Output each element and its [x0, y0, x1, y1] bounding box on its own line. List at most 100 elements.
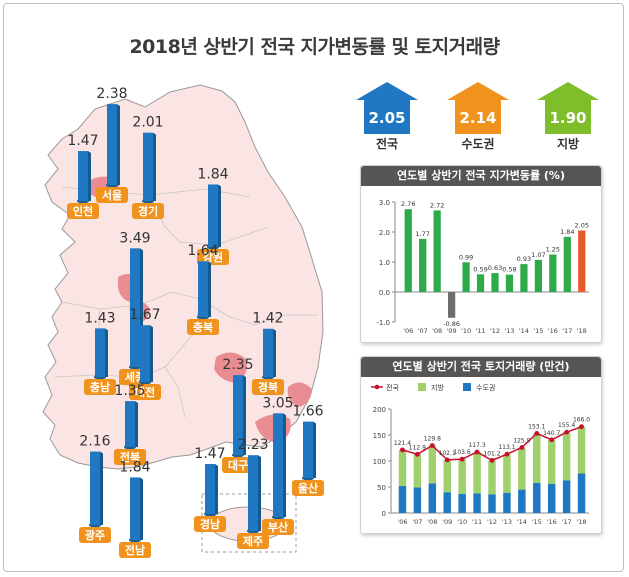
region-label-box [237, 533, 269, 549]
x-tick-label: '18 [577, 518, 587, 526]
data-label: 113.1 [498, 444, 515, 451]
data-label: -0.86 [443, 320, 460, 328]
korea-map: 1.47인천2.38서울2.01경기1.84강원1.64충북3.49세종1.43… [42, 84, 324, 558]
bar-segment [533, 433, 541, 483]
region-name: 경남 [200, 517, 220, 531]
data-label: 125.9 [513, 438, 530, 445]
bar-segment [443, 459, 451, 493]
region-name: 충북 [193, 320, 213, 334]
region-13: 2.16 광주 [79, 434, 111, 543]
y-tick-label: 3.0 [379, 199, 390, 207]
x-tick-label: '08 [432, 327, 442, 335]
region-name: 경북 [258, 380, 278, 394]
data-label: 2.72 [430, 201, 444, 209]
region-value: 1.84 [197, 166, 228, 182]
x-tick-label: '15 [532, 518, 542, 526]
region-9: 1.42 경북 [252, 311, 284, 395]
data-label: 0.99 [459, 253, 473, 261]
region-bar [130, 477, 140, 540]
x-tick-label: '12 [490, 327, 500, 335]
region-bar-side [105, 328, 108, 377]
region-value: 1.67 [129, 307, 160, 323]
x-tick-label: '08 [427, 518, 437, 526]
bar-segment [398, 449, 407, 486]
x-tick-label: '10 [457, 518, 467, 526]
up-arrow-icon [447, 82, 509, 134]
region-name: 울산 [298, 481, 318, 495]
transaction-chart: 전국 지방 수도권 200 150 100 50 0 '06 '07 '08 '09 '10 '11 '12… [371, 383, 590, 526]
region-bar [107, 104, 117, 185]
data-label: 1.84 [560, 228, 574, 236]
legend-swatch [463, 383, 471, 391]
total-point [549, 437, 555, 443]
region-label-box [222, 457, 254, 473]
region-bar-side [153, 132, 156, 201]
data-label: 0.93 [517, 255, 531, 263]
bar [549, 254, 557, 292]
region-bar [263, 328, 273, 377]
region-2: 2.38 서울 [96, 86, 128, 203]
summary-capital-value: 2.14 [459, 109, 497, 127]
region-8: 1.67 대전 [129, 307, 161, 400]
region-value: 2.16 [79, 434, 110, 450]
region-label-box [187, 319, 219, 335]
region-14: 1.84 전남 [119, 459, 151, 558]
data-label: 2.76 [401, 200, 415, 208]
region-name: 인천 [73, 204, 93, 218]
bar-segment [533, 482, 541, 513]
bar-segment [458, 459, 466, 494]
region-label-box [114, 449, 146, 465]
total-point [534, 430, 540, 436]
page-title: 2018년 상반기 전국 지가변동률 및 토지거래량 [129, 36, 500, 58]
bar-segment [488, 460, 496, 495]
total-point [429, 443, 435, 448]
region-value: 1.43 [84, 310, 115, 326]
bar [419, 238, 427, 292]
bar [462, 262, 470, 292]
region-name: 대전 [135, 385, 155, 399]
y-tick-label: 50 [377, 484, 386, 492]
summary-regional-label: 지방 [556, 137, 580, 151]
y-tick-label: 0.0 [379, 289, 390, 297]
region-1: 1.47 인천 [67, 133, 99, 219]
total-point [400, 447, 405, 453]
region-name: 강원 [203, 250, 223, 264]
bar-segment [428, 483, 437, 513]
province-boundary [164, 298, 201, 368]
summary-national-label: 전국 [375, 137, 399, 151]
bar-segment [562, 432, 571, 481]
bar [476, 274, 485, 292]
total-point [414, 451, 420, 457]
region-bar [303, 421, 313, 478]
x-tick-label: '17 [562, 327, 572, 335]
x-tick-label: '14 [517, 518, 527, 526]
y-tick-label: 150 [373, 432, 386, 440]
data-label: 0.58 [502, 266, 516, 274]
x-tick-label: '09 [447, 327, 457, 335]
data-label: 2.05 [575, 222, 589, 230]
region-value: 1.47 [194, 446, 225, 462]
bar-segment [413, 487, 422, 513]
region-value: 1.84 [119, 459, 150, 475]
summary-regional: 1.90 지방 [537, 82, 617, 154]
data-label: 1.07 [531, 251, 545, 259]
bar-segment [503, 492, 511, 513]
data-label: 102.1 [439, 450, 456, 457]
region-bar [130, 248, 140, 367]
y-tick-label: 100 [373, 458, 386, 466]
data-label: 155.4 [558, 422, 575, 429]
bar [404, 209, 412, 292]
region-10: 1.35 전북 [114, 383, 146, 465]
price-change-panel: 연도별 상반기 전국 지가변동률 (%) 3.0 2.0 1.0 0.0 -1.0 2.7… [360, 165, 602, 343]
summary-national-value: 2.05 [368, 109, 406, 127]
data-label: 153.1 [528, 423, 545, 430]
region-name: 대구 [228, 458, 248, 472]
x-tick-label: '11 [472, 518, 482, 526]
bar-segment [443, 492, 451, 513]
region-name: 충남 [90, 380, 110, 394]
transaction-title: 연도별 상반기 전국 토지거래량 (만건) [361, 357, 601, 377]
price-change-title: 연도별 상반기 전국 지가변동률 (%) [361, 166, 601, 186]
region-bar-side [88, 151, 91, 201]
bar-segment [473, 452, 481, 494]
region-label-box [96, 187, 128, 203]
